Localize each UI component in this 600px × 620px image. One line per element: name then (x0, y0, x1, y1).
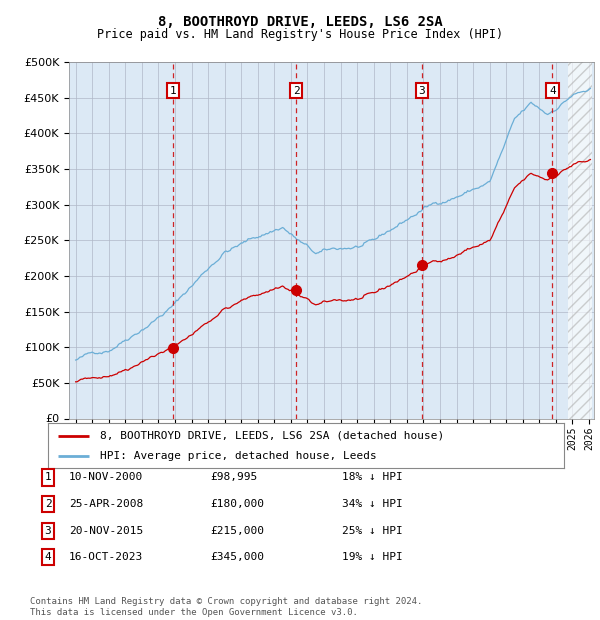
Text: 1: 1 (169, 86, 176, 95)
Text: 3: 3 (44, 526, 52, 536)
Text: 34% ↓ HPI: 34% ↓ HPI (342, 499, 403, 509)
Text: Contains HM Land Registry data © Crown copyright and database right 2024.
This d: Contains HM Land Registry data © Crown c… (30, 598, 422, 617)
Text: HPI: Average price, detached house, Leeds: HPI: Average price, detached house, Leed… (100, 451, 376, 461)
Text: 25% ↓ HPI: 25% ↓ HPI (342, 526, 403, 536)
Text: 19% ↓ HPI: 19% ↓ HPI (342, 552, 403, 562)
Text: £180,000: £180,000 (210, 499, 264, 509)
Text: 8, BOOTHROYD DRIVE, LEEDS, LS6 2SA (detached house): 8, BOOTHROYD DRIVE, LEEDS, LS6 2SA (deta… (100, 431, 444, 441)
Text: 4: 4 (44, 552, 52, 562)
Text: 18% ↓ HPI: 18% ↓ HPI (342, 472, 403, 482)
Text: 2: 2 (293, 86, 299, 95)
Text: 4: 4 (549, 86, 556, 95)
Text: £98,995: £98,995 (210, 472, 257, 482)
Text: 25-APR-2008: 25-APR-2008 (69, 499, 143, 509)
Text: 20-NOV-2015: 20-NOV-2015 (69, 526, 143, 536)
Text: Price paid vs. HM Land Registry's House Price Index (HPI): Price paid vs. HM Land Registry's House … (97, 28, 503, 41)
Text: 2: 2 (44, 499, 52, 509)
Text: £215,000: £215,000 (210, 526, 264, 536)
Text: 10-NOV-2000: 10-NOV-2000 (69, 472, 143, 482)
Text: 3: 3 (418, 86, 425, 95)
Text: 16-OCT-2023: 16-OCT-2023 (69, 552, 143, 562)
Text: 8, BOOTHROYD DRIVE, LEEDS, LS6 2SA: 8, BOOTHROYD DRIVE, LEEDS, LS6 2SA (158, 16, 442, 30)
Text: 1: 1 (44, 472, 52, 482)
Text: £345,000: £345,000 (210, 552, 264, 562)
